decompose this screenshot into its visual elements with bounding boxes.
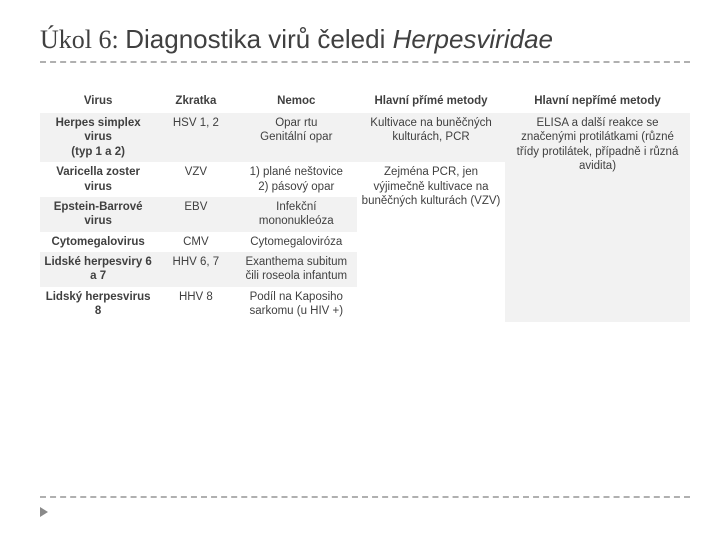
- cell-abbr: CMV: [156, 232, 235, 252]
- table-header-row: Virus Zkratka Nemoc Hlavní přímé metody …: [40, 89, 690, 113]
- cell-abbr: HSV 1, 2: [156, 113, 235, 162]
- cell-virus: Lidský herpesvirus 8: [40, 287, 156, 322]
- title-main: Diagnostika virů čeledi: [125, 24, 392, 54]
- cell-disease: Exanthema subitum čili roseola infantum: [236, 252, 358, 287]
- col-header-direct: Hlavní přímé metody: [357, 89, 505, 113]
- cell-direct-bottom: Zejména PCR, jen výjimečně kultivace na …: [357, 162, 505, 321]
- footer: [40, 496, 690, 522]
- slide: Úkol 6: Diagnostika virů čeledi Herpesvi…: [0, 0, 720, 340]
- slide-title: Úkol 6: Diagnostika virů čeledi Herpesvi…: [40, 24, 690, 55]
- cell-disease: 1) plané neštovice2) pásový opar: [236, 162, 358, 197]
- virus-table: Virus Zkratka Nemoc Hlavní přímé metody …: [40, 89, 690, 322]
- cell-abbr: EBV: [156, 197, 235, 232]
- cell-disease: Infekční mononukleóza: [236, 197, 358, 232]
- cell-abbr: HHV 6, 7: [156, 252, 235, 287]
- cell-disease: Cytomegaloviróza: [236, 232, 358, 252]
- title-divider: [40, 61, 690, 63]
- cell-virus: Epstein-Barrové virus: [40, 197, 156, 232]
- title-prefix: Úkol 6:: [40, 25, 125, 54]
- cell-abbr: VZV: [156, 162, 235, 197]
- cell-virus: Herpes simplex virus(typ 1 a 2): [40, 113, 156, 162]
- title-italic: Herpesviridae: [393, 24, 553, 54]
- cell-indirect: ELISA a další reakce se značenými protil…: [505, 113, 690, 322]
- col-header-indirect: Hlavní nepřímé metody: [505, 89, 690, 113]
- next-arrow-icon: [40, 507, 48, 517]
- cell-abbr: HHV 8: [156, 287, 235, 322]
- cell-virus: Cytomegalovirus: [40, 232, 156, 252]
- cell-disease: Podíl na Kaposiho sarkomu (u HIV +): [236, 287, 358, 322]
- cell-direct-top: Kultivace na buněčných kulturách, PCR: [357, 113, 505, 162]
- cell-disease: Opar rtuGenitální opar: [236, 113, 358, 162]
- col-header-virus: Virus: [40, 89, 156, 113]
- cell-virus: Varicella zoster virus: [40, 162, 156, 197]
- table-row: Herpes simplex virus(typ 1 a 2) HSV 1, 2…: [40, 113, 690, 162]
- cell-virus: Lidské herpesviry 6 a 7: [40, 252, 156, 287]
- col-header-nemoc: Nemoc: [236, 89, 358, 113]
- col-header-zkratka: Zkratka: [156, 89, 235, 113]
